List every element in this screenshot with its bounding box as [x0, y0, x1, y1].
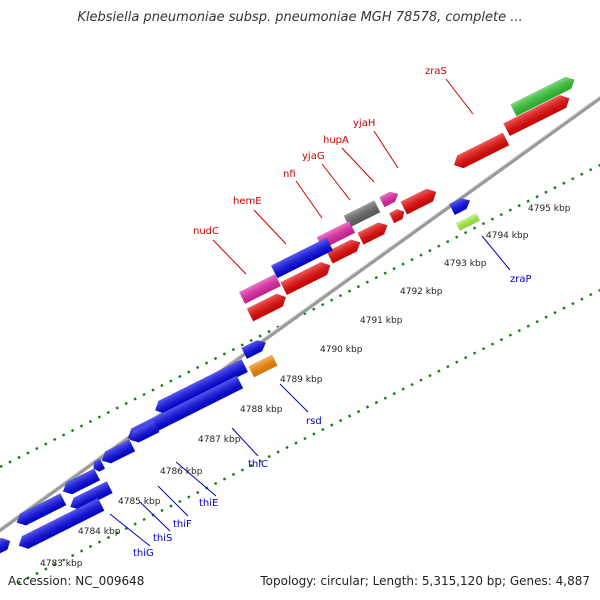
backbone [0, 95, 600, 532]
gene-features[interactable] [0, 74, 578, 556]
ruler-label: 4791 kbp [360, 316, 403, 326]
leader-nfi [295, 180, 323, 219]
gene-red-6[interactable] [280, 259, 334, 296]
gene-thiS[interactable] [14, 493, 67, 529]
label-thiC: thiC [248, 459, 268, 470]
label-thiE: thiE [199, 498, 218, 509]
gene-zraS[interactable] [510, 74, 578, 117]
leader-thiC [231, 427, 259, 457]
ruler-label: 4784 kbp [78, 527, 121, 537]
leader-zraS [445, 78, 474, 115]
leader-thiE [175, 461, 217, 497]
label-leaders [109, 78, 511, 547]
ruler-label: 4785 kbp [118, 497, 161, 507]
gene-blue-d[interactable] [16, 497, 105, 552]
gene-thiF[interactable] [60, 468, 101, 498]
label-hemE: hemE [233, 196, 262, 207]
label-thiS: thiS [153, 533, 172, 544]
label-zraP: zraP [510, 274, 532, 285]
ruler-label: 4786 kbp [160, 467, 203, 477]
gene-nfi[interactable] [270, 237, 334, 279]
gene-blue-a[interactable] [127, 420, 160, 445]
gene-zraP-1[interactable] [448, 195, 472, 216]
gene-hemE[interactable] [246, 291, 289, 322]
backbone-highlight [0, 95, 600, 529]
leader-yjaG [321, 163, 351, 201]
ruler-label: 4792 kbp [400, 287, 443, 297]
gene-blue-top[interactable] [241, 337, 269, 360]
ruler-label: 4783 kbp [40, 559, 83, 569]
gene-red-2[interactable] [400, 186, 439, 215]
label-thiF: thiF [173, 519, 192, 530]
label-rsd: rsd [306, 416, 322, 427]
label-thiG: thiG [133, 548, 154, 559]
ruler-label: 4788 kbp [240, 405, 283, 415]
leader-thiF [157, 485, 189, 517]
gene-zraS-body[interactable] [503, 92, 573, 137]
gene-red-4[interactable] [357, 219, 391, 245]
gene-blue-b[interactable] [99, 439, 136, 467]
gene-thiC[interactable] [152, 358, 249, 416]
ruler-label: 4793 kbp [444, 259, 487, 269]
upper-tick-row [0, 163, 600, 469]
gene-red-5[interactable] [326, 237, 363, 264]
gene-rsd[interactable] [248, 354, 278, 378]
label-yjaG: yjaG [302, 151, 325, 162]
leader-nudC [212, 239, 247, 275]
leader-yjaH [373, 130, 399, 169]
ruler-label: 4795 kbp [528, 204, 571, 214]
gene-blue-c[interactable] [91, 458, 106, 473]
ruler-ticks [0, 163, 600, 585]
ruler-label: 4790 kbp [320, 345, 363, 355]
gene-blue-e[interactable] [0, 535, 13, 556]
gene-labels: 4783 kbp 4784 kbp 4785 kbp 4786 kbp 4787 kbp… [40, 66, 571, 569]
leader-hemE [253, 209, 287, 245]
gene-zraP-2[interactable] [455, 213, 481, 231]
label-zraS: zraS [425, 66, 447, 77]
map-title: Klebsiella pneumoniae subsp. pneumoniae … [77, 10, 523, 25]
gene-red-3[interactable] [388, 207, 406, 224]
gene-thiG[interactable] [67, 480, 113, 512]
label-nudC: nudC [193, 226, 219, 237]
leader-thiS [139, 501, 171, 532]
ruler-label: 4787 kbp [198, 435, 241, 445]
leader-rsd [279, 383, 309, 413]
leader-thiG [109, 513, 151, 547]
leader-hupA [341, 147, 375, 183]
gene-red-1[interactable] [451, 132, 510, 171]
backbone-line [0, 96, 600, 532]
lower-tick-row [17, 288, 600, 585]
gene-nudC[interactable] [238, 273, 282, 305]
leader-zraP [481, 235, 511, 271]
gene-yjaH[interactable] [379, 189, 400, 208]
label-nfi: nfi [283, 169, 296, 180]
ruler-label: 4794 kbp [486, 231, 529, 241]
label-yjaH: yjaH [353, 118, 375, 129]
ruler-label: 4789 kbp [280, 375, 323, 385]
accession-text: Accession: NC_009648 [8, 574, 145, 588]
label-hupA: hupA [323, 135, 349, 146]
topology-text: Topology: circular; Length: 5,315,120 bp… [260, 574, 590, 588]
